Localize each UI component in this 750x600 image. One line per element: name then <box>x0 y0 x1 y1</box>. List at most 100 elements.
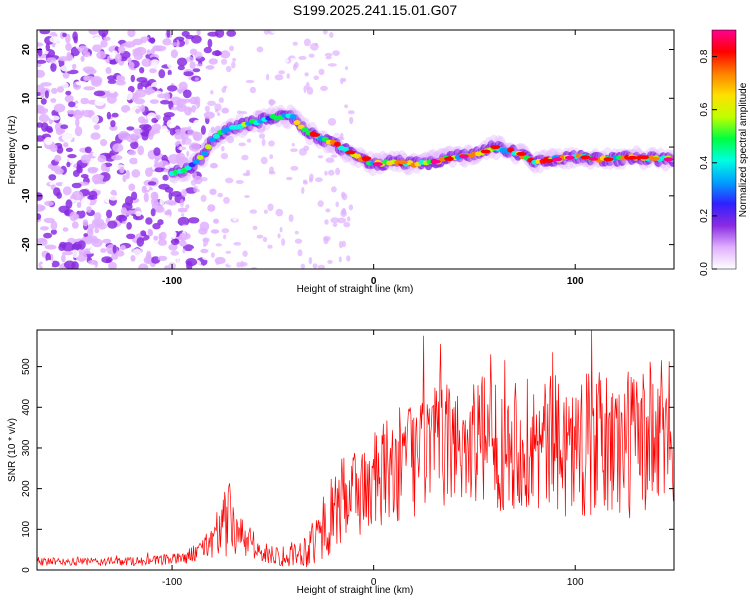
spectrogram-blob <box>49 144 58 153</box>
spectrogram-blob <box>107 79 117 85</box>
spectrogram-blob <box>185 38 189 45</box>
spectrogram-blob <box>172 78 180 86</box>
spectrogram-blob <box>87 166 99 173</box>
snr-x-ticks: -100 0 100 <box>162 330 584 588</box>
spectrogram-blob <box>281 238 286 246</box>
spectrogram-blob <box>314 42 318 47</box>
spectrogram-blob <box>176 57 188 67</box>
spectrogram-blob <box>110 120 116 128</box>
spectrogram-blob <box>199 264 204 269</box>
spectrogram-blob <box>260 156 268 165</box>
spectrogram-blob <box>333 92 341 98</box>
spectrogram-blob <box>149 229 154 237</box>
spectrogram-blob <box>291 143 295 147</box>
spectrogram-blob <box>45 43 50 52</box>
spectrogram-blob <box>232 213 238 222</box>
spectrogram-blob <box>179 199 184 207</box>
spectrogram-blob <box>278 70 286 75</box>
spectrogram-blob <box>188 217 200 224</box>
spectrogram-blob <box>131 191 138 201</box>
spectrogram-blob <box>316 253 323 259</box>
spectrogram-blob <box>87 259 98 265</box>
spectrogram-blob <box>232 57 237 62</box>
spectrogram-blob <box>126 126 135 131</box>
spectrogram-blob <box>328 169 335 176</box>
spectrogram-blob <box>149 37 156 44</box>
spectrogram-blob <box>178 81 188 91</box>
spectrogram-blob <box>126 233 136 240</box>
spectrogram-blob <box>48 174 57 181</box>
spectrogram-blob <box>290 148 298 152</box>
figure-title: S199.2025.241.15.01.G07 <box>293 2 457 18</box>
spectrogram-blob <box>148 131 154 140</box>
spectrogram-blob <box>236 110 243 114</box>
spectrogram-blob <box>71 221 79 229</box>
spectrogram-blob <box>289 114 297 120</box>
spectrogram-blob <box>141 58 152 67</box>
spectrogram-blob <box>97 154 107 163</box>
spectrogram-blob <box>344 66 349 70</box>
spectrogram-blob <box>322 30 328 35</box>
spectrogram-blob <box>106 209 113 219</box>
spectrogram-blob <box>200 177 208 182</box>
spectrogram-blob <box>179 232 187 242</box>
spectrogram-x-ticks: -100 0 100 <box>162 30 584 287</box>
spectrogram-blob <box>200 208 207 215</box>
spectrogram-blob <box>293 120 301 126</box>
spectrogram-blob <box>141 185 147 194</box>
spectrogram-blob <box>325 157 335 163</box>
spectrogram-blob <box>233 242 242 246</box>
spectrogram-blob <box>158 69 166 79</box>
spectrogram-blob <box>200 151 208 156</box>
spectrogram-blob <box>317 264 326 269</box>
spectrogram-blob <box>123 41 136 48</box>
spectrogram-blob <box>343 221 351 228</box>
spectrogram-blob <box>163 216 169 226</box>
spectrogram-blob <box>263 30 270 35</box>
spectrogram-blob <box>138 263 149 269</box>
spectrogram-blob <box>580 155 591 160</box>
spectrogram-blob <box>74 126 83 137</box>
spectrogram-blob <box>202 237 210 243</box>
spectrogram-blob <box>175 117 186 125</box>
spectrogram-blob <box>155 114 161 121</box>
spectrogram-blob <box>130 255 136 262</box>
spectrogram-blob <box>66 109 76 115</box>
spectrogram-blob <box>105 67 112 74</box>
spectrogram-blob <box>309 173 314 181</box>
spectrogram-blob <box>125 196 133 206</box>
spectrogram-blob <box>170 250 179 256</box>
spectrogram-blob <box>338 256 342 263</box>
spectrogram-blob <box>153 235 159 241</box>
spectrogram-blob <box>317 155 324 159</box>
spectrogram-blob <box>194 96 201 104</box>
colorbar: 0.0 0.2 0.4 0.6 0.8 Normalized spectral ampl… <box>699 29 749 276</box>
spectrogram-blob <box>166 119 177 129</box>
spectrogram-blob <box>171 231 177 240</box>
spectrogram-blob <box>53 187 61 197</box>
spectrogram-blob <box>324 219 329 225</box>
spectrogram-blob <box>154 104 161 115</box>
spectrogram-blob <box>65 90 72 96</box>
spectrogram-blob <box>245 79 255 84</box>
spectrogram-blob <box>86 206 92 213</box>
spectrogram-blob <box>127 30 136 38</box>
spectrogram-blob <box>40 82 52 87</box>
spectrogram-blob <box>140 104 146 113</box>
spectrogram-blob <box>130 141 139 150</box>
spectrogram-blob <box>91 218 101 229</box>
spectrogram-blob <box>146 90 152 96</box>
spectrogram-blob <box>327 259 333 264</box>
spectrogram-blob <box>62 186 72 196</box>
spectrogram-blob <box>333 128 342 135</box>
spectrogram-blob <box>65 42 72 52</box>
spectrogram-blob <box>283 124 289 129</box>
spectrogram-blob <box>170 49 178 59</box>
colorbar-label: Normalized spectral amplitude <box>738 82 749 217</box>
spectrogram-blob <box>287 157 294 161</box>
spectrogram-blob <box>102 238 112 244</box>
spectrogram-blob <box>71 190 84 201</box>
spectrogram-blob <box>267 244 273 249</box>
snr-x-tick-label: 100 <box>567 577 584 588</box>
spectrogram-blob <box>303 38 311 47</box>
